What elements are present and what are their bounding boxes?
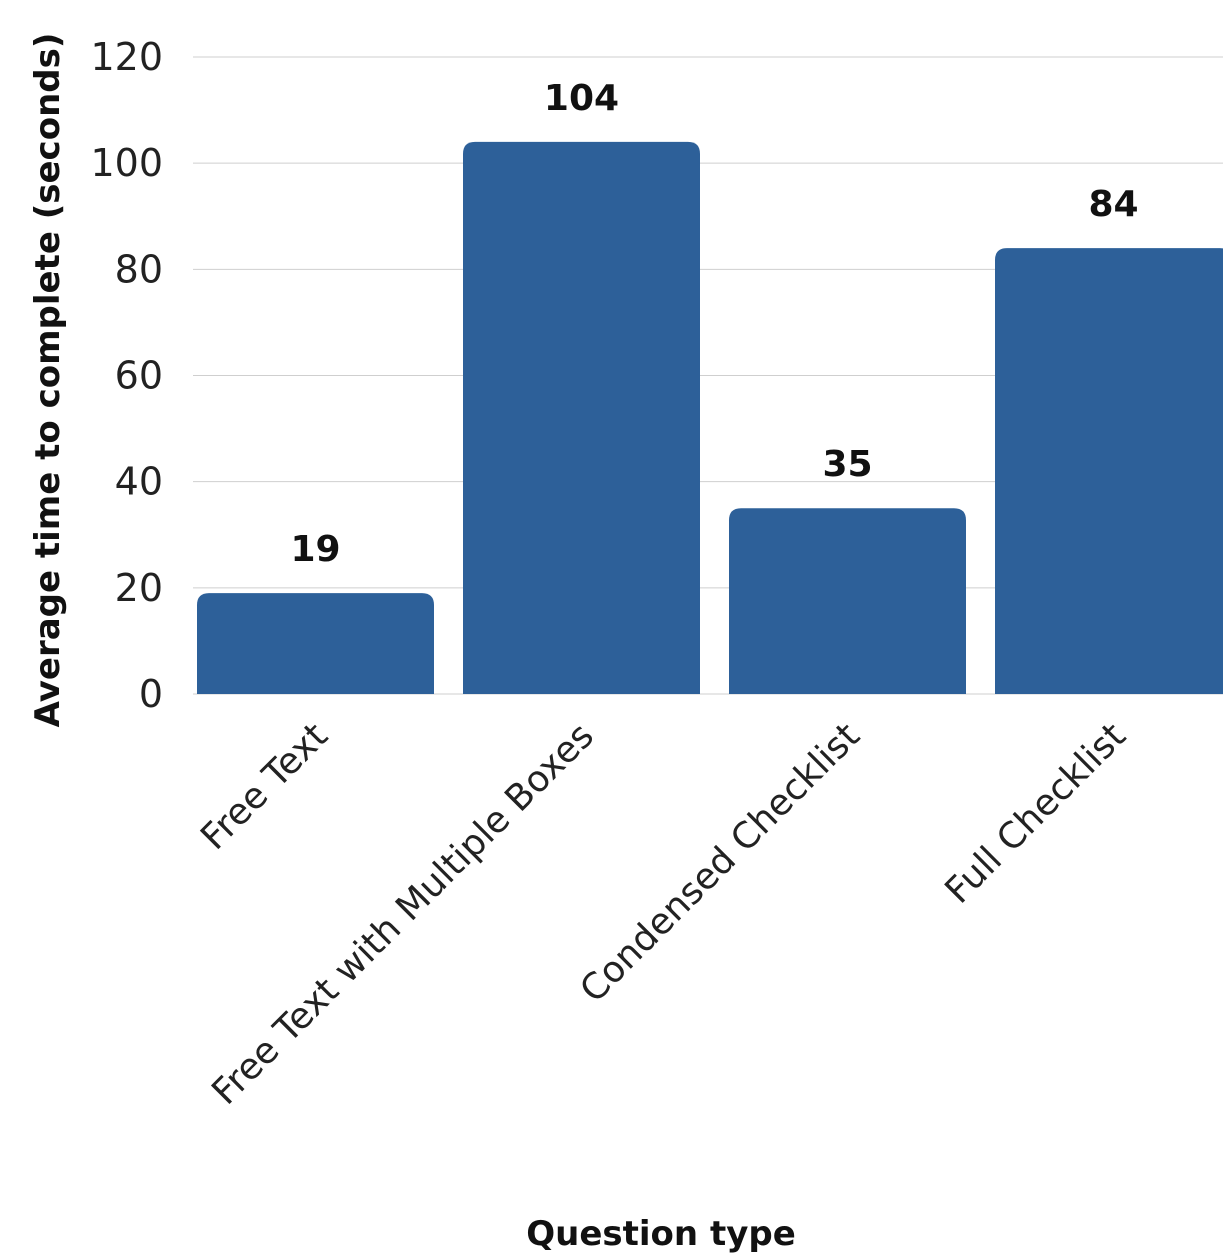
bar-value-label: 19: [290, 529, 340, 570]
data-labels: 19 104 35 84: [290, 78, 1138, 570]
y-tick-label: 40: [115, 460, 163, 504]
bar-value-label: 104: [544, 78, 619, 119]
y-tick-label: 100: [90, 141, 163, 185]
y-axis-title: Average time to complete (seconds): [28, 33, 68, 728]
bar: [463, 141, 700, 694]
bar: [197, 593, 434, 694]
x-category-label: Free Text: [193, 715, 336, 858]
bars: [197, 141, 1223, 694]
y-tick-label: 60: [115, 354, 163, 398]
y-tick-labels: 0 20 40 60 80 100 120: [90, 35, 163, 716]
x-axis-title: Question type: [526, 1214, 796, 1254]
bar: [729, 508, 966, 694]
y-tick-label: 0: [139, 672, 163, 716]
y-tick-label: 80: [115, 247, 163, 291]
y-tick-label: 20: [115, 566, 163, 610]
x-category-label: Full Checklist: [938, 715, 1134, 911]
bar-value-label: 84: [1088, 184, 1138, 225]
bar: [995, 248, 1223, 694]
x-category-label: Condensed Checklist: [573, 715, 868, 1010]
gridlines: [193, 56, 1223, 695]
bar-value-label: 35: [822, 444, 872, 485]
y-tick-label: 120: [90, 35, 163, 79]
